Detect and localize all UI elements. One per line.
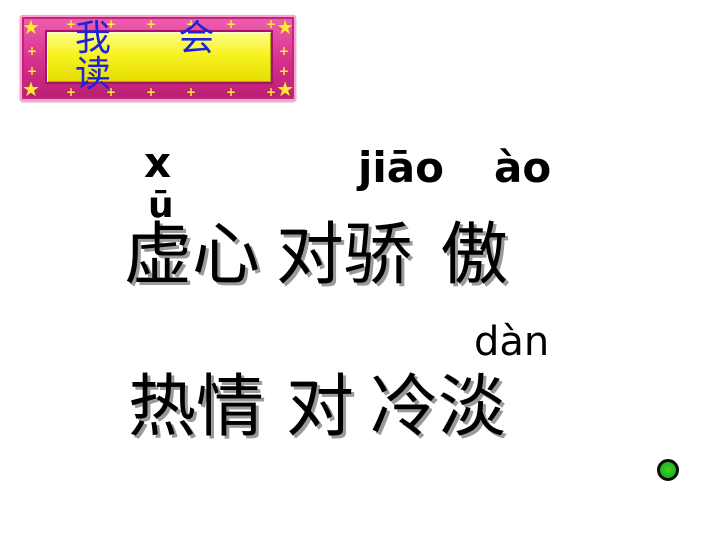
- star-icon: ★: [22, 15, 40, 39]
- pinyin-u-mark: ū: [148, 185, 174, 226]
- sparkle-icon: +: [27, 64, 38, 78]
- sparkle-icon: +: [278, 64, 289, 78]
- word-ao: 傲: [440, 216, 509, 295]
- star-icon: ★: [276, 15, 294, 39]
- sparkle-icon: +: [27, 44, 38, 58]
- sparkle-icon: +: [66, 17, 77, 31]
- pinyin-dan: dàn: [474, 319, 550, 365]
- sparkle-icon: +: [106, 17, 117, 31]
- word-lengdan: 冷淡: [370, 368, 507, 447]
- sparkle-icon: +: [146, 85, 157, 99]
- sparkle-icon: +: [278, 44, 289, 58]
- star-icon: ★: [22, 77, 40, 101]
- word-xuxin: 虚心: [124, 216, 261, 295]
- word-dui: 对: [276, 216, 345, 295]
- star-icon: ★: [276, 77, 294, 101]
- line-1: 虚心 对骄傲: [124, 222, 508, 290]
- banner-title: 我 会 读: [75, 18, 243, 95]
- word-reqing: 热情: [128, 368, 265, 447]
- sparkle-icon: +: [66, 85, 77, 99]
- banner-panel: 我 会 读: [45, 18, 273, 95]
- pinyin-jiao: jiāo: [358, 143, 444, 192]
- sparkle-icon: +: [186, 17, 197, 31]
- pinyin-xu: x: [144, 138, 172, 187]
- line-2: 热情对冷淡: [128, 374, 506, 442]
- sparkle-icon: +: [266, 17, 277, 31]
- pinyin-ao: ào: [494, 143, 552, 192]
- sparkle-icon: +: [266, 85, 277, 99]
- sparkle-icon: +: [226, 85, 237, 99]
- sparkle-icon: +: [186, 85, 197, 99]
- word-jiao: 骄: [344, 216, 413, 295]
- title-banner: ★ ★ ★ ★ + + + + + + + + + + + + + + + + …: [20, 15, 296, 101]
- sparkle-icon: +: [146, 17, 157, 31]
- sparkle-icon: +: [106, 85, 117, 99]
- green-dot-icon[interactable]: [657, 459, 679, 481]
- word-dui: 对: [286, 368, 355, 447]
- sparkle-icon: +: [226, 17, 237, 31]
